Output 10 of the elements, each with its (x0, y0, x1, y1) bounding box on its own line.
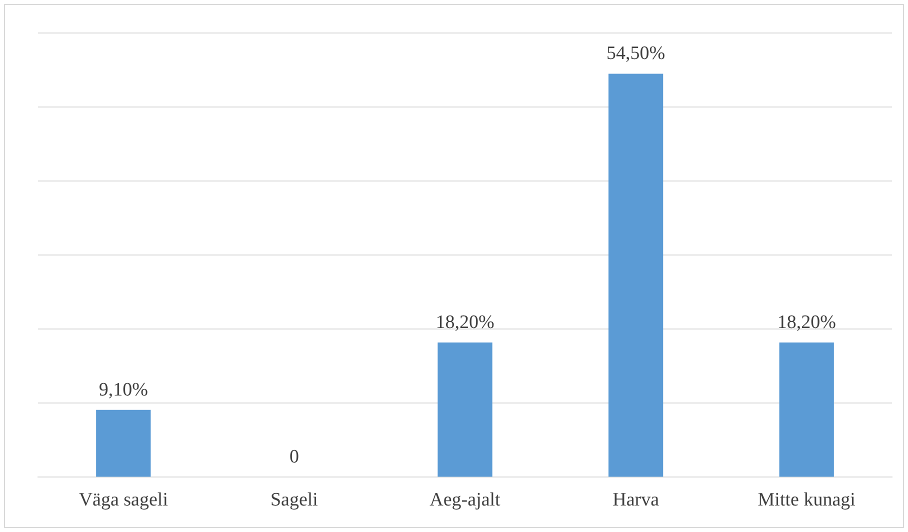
data-label: 54,50% (606, 43, 666, 64)
data-label: 0 (289, 446, 299, 468)
data-label: 9,10% (98, 379, 148, 400)
x-tick-label: Mitte kunagi (758, 490, 856, 511)
x-tick-label: Aeg-ajalt (430, 490, 502, 511)
x-tick-label: Väga sageli (78, 490, 168, 511)
x-tick-label: Sageli (270, 490, 318, 511)
x-tick-label: Harva (612, 490, 660, 511)
data-label: 18,20% (436, 312, 494, 333)
data-label: 18,20% (777, 312, 836, 333)
